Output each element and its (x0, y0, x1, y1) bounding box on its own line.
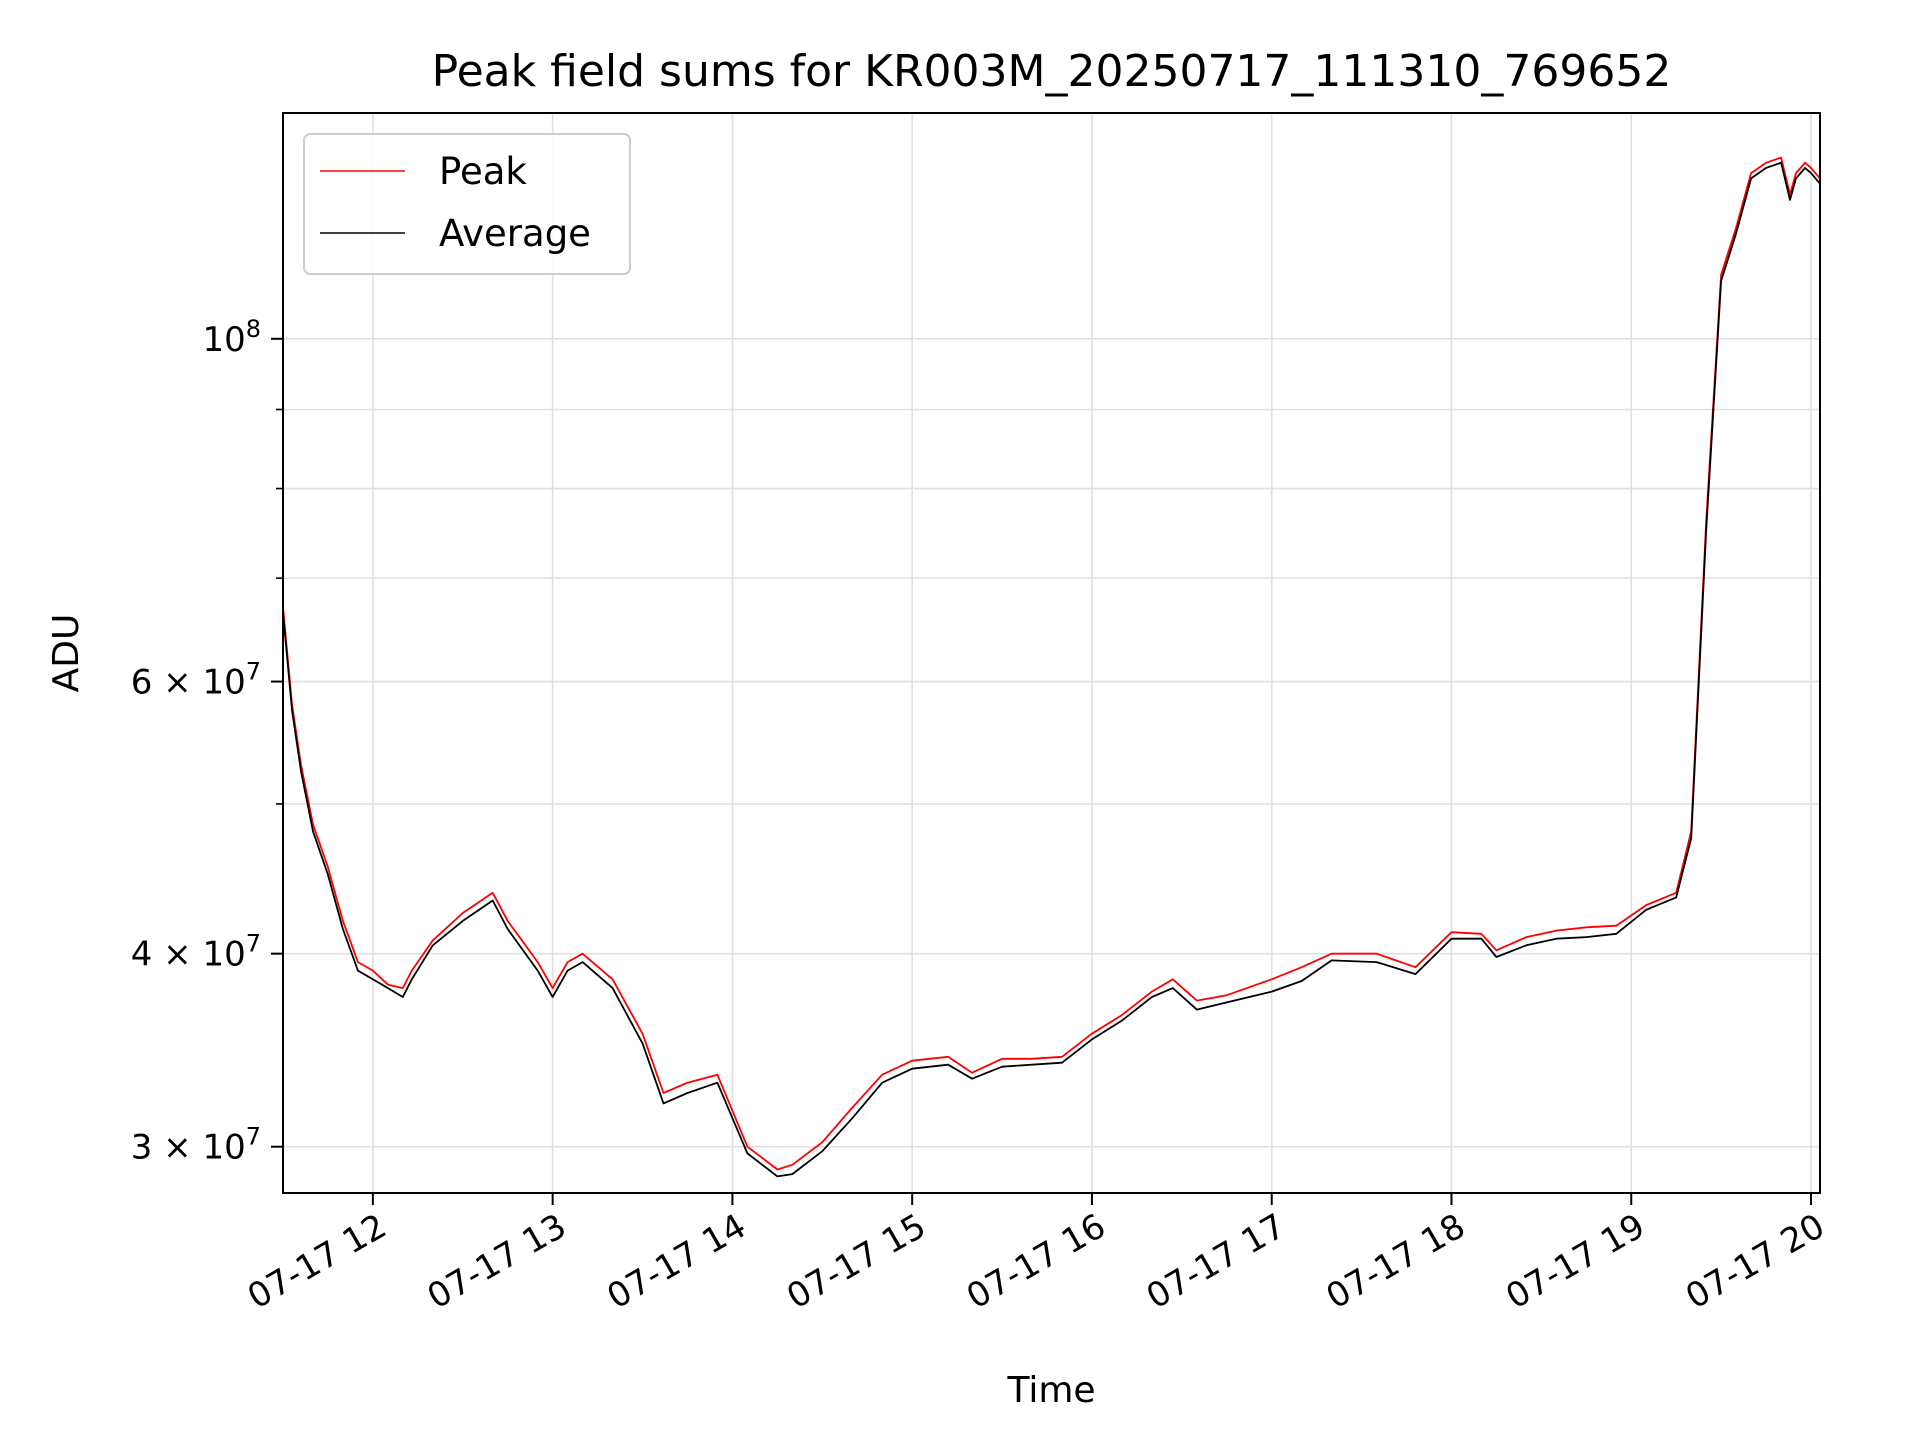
series-line-average (282, 161, 1821, 1178)
y-tick-label: 108 (202, 315, 261, 360)
grid (283, 113, 1820, 1193)
y-tick-label: 6 × 107 (131, 658, 261, 703)
x-axis-label: Time (1006, 1370, 1095, 1411)
legend-label-peak: Peak (439, 150, 527, 193)
legend-label-average: Average (439, 212, 591, 255)
y-tick-label: 4 × 107 (131, 930, 261, 975)
y-tick-label: 3 × 107 (131, 1123, 261, 1168)
series-line-peak (282, 156, 1821, 1171)
y-axis-label: ADU (46, 614, 87, 693)
legend-box (303, 133, 631, 275)
chart-title: Peak field sums for KR003M_20250717_1113… (432, 46, 1672, 97)
plot-area (282, 156, 1821, 1178)
legend: Peak Average (303, 133, 631, 275)
y-axis: 3 × 107 4 × 107 6 × 107 108 (131, 315, 283, 1168)
plot-frame (282, 112, 1821, 1194)
